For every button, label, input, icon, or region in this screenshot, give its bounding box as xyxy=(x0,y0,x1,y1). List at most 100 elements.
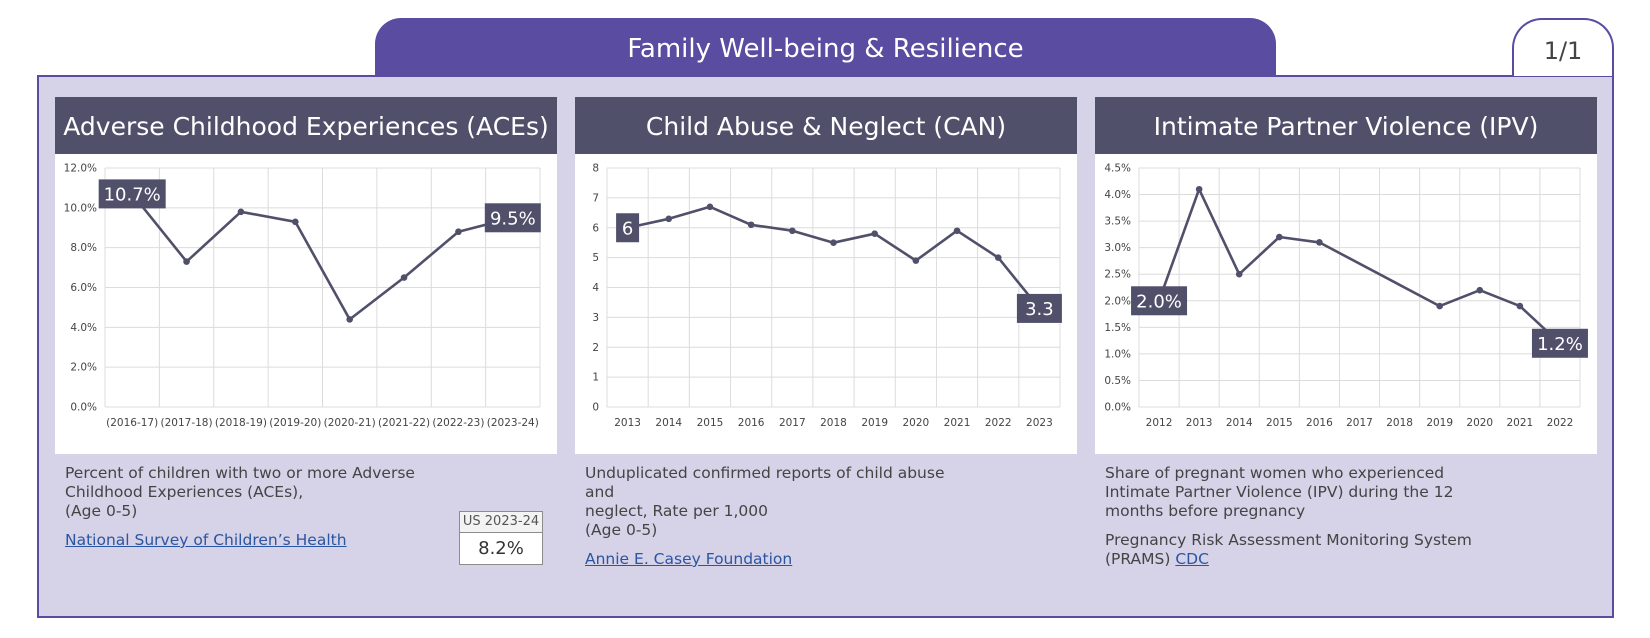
data-point[interactable] xyxy=(706,203,714,211)
us-comparison-value: 8.2% xyxy=(478,538,524,559)
dashboard-panel: Adverse Childhood Experiences (ACEs) 0.0… xyxy=(37,75,1614,618)
data-point[interactable] xyxy=(912,257,920,264)
x-tick-label: (2016-17) xyxy=(106,417,158,429)
y-tick-label: 1 xyxy=(592,372,599,384)
y-tick-label: 0.5% xyxy=(1104,375,1131,387)
data-label: 10.7% xyxy=(104,184,161,205)
data-point[interactable] xyxy=(1235,270,1243,278)
data-point[interactable] xyxy=(789,227,796,235)
x-tick-label: 2018 xyxy=(1386,417,1413,429)
data-label: 2.0% xyxy=(1136,291,1182,312)
y-tick-label: 0 xyxy=(592,402,599,414)
y-tick-label: 8 xyxy=(592,163,599,175)
data-point[interactable] xyxy=(994,254,1002,261)
data-point[interactable] xyxy=(1476,286,1484,294)
data-point[interactable] xyxy=(346,316,353,323)
ipv-source: Pregnancy Risk Assessment Monitoring Sys… xyxy=(1105,531,1485,569)
ipv-description-line: months before pregnancy xyxy=(1105,502,1306,520)
x-tick-label: 2014 xyxy=(655,417,682,429)
y-tick-label: 2.0% xyxy=(1104,295,1131,307)
can-panel: Child Abuse & Neglect (CAN) 0 1 2 3 4 5 6 7 8 201… xyxy=(575,97,1077,569)
x-tick-label: 2023 xyxy=(1026,417,1053,429)
y-tick-label: 3 xyxy=(592,312,599,324)
y-tick-label: 8.0% xyxy=(70,242,97,254)
y-tick-label: 6 xyxy=(592,222,599,234)
x-tick-label: 2012 xyxy=(1146,417,1173,429)
data-point[interactable] xyxy=(830,239,837,246)
can-description-line: (Age 0-5) xyxy=(585,521,658,539)
x-tick-label: 2017 xyxy=(1346,417,1373,429)
x-tick-label: 2016 xyxy=(1306,417,1333,429)
y-tick-label: 5 xyxy=(592,252,599,264)
data-point[interactable] xyxy=(1195,185,1203,193)
y-tick-label: 2 xyxy=(592,342,599,354)
data-point[interactable] xyxy=(183,258,190,265)
aces-source-link[interactable]: National Survey of Children’s Health xyxy=(65,531,347,549)
aces-description-line: Percent of children with two or more Adv… xyxy=(65,464,415,482)
aces-panel-title: Adverse Childhood Experiences (ACEs) xyxy=(55,97,557,154)
y-tick-label: 7 xyxy=(592,192,599,204)
x-tick-label: 2019 xyxy=(861,417,888,429)
x-tick-label: 2017 xyxy=(779,417,806,429)
y-tick-label: 4.5% xyxy=(1104,163,1131,175)
x-tick-label: (2020-21) xyxy=(324,417,376,429)
x-tick-label: 2022 xyxy=(985,417,1012,429)
y-tick-label: 12.0% xyxy=(64,163,97,175)
data-point[interactable] xyxy=(237,208,245,216)
ipv-description-line: Share of pregnant women who experienced xyxy=(1105,464,1445,482)
data-point[interactable] xyxy=(1276,233,1283,241)
can-panel-title: Child Abuse & Neglect (CAN) xyxy=(575,97,1077,154)
ipv-description: Share of pregnant women who experienced … xyxy=(1105,464,1485,569)
x-tick-label: 2013 xyxy=(614,417,641,429)
us-comparison-box: US 2023-24 8.2% xyxy=(459,511,543,565)
data-label: 6 xyxy=(622,218,633,239)
can-source-link[interactable]: Annie E. Casey Foundation xyxy=(585,550,793,568)
ipv-description-line: Intimate Partner Violence (IPV) during t… xyxy=(1105,483,1454,501)
data-label-box xyxy=(1531,328,1588,358)
dashboard-title: Family Well-being & Resilience xyxy=(375,18,1276,76)
ipv-panel: Intimate Partner Violence (IPV) 0.0% 0.5%… xyxy=(1095,97,1597,569)
ipv-source-text: Pregnancy Risk Assessment Monitoring Sys… xyxy=(1105,531,1472,568)
data-point[interactable] xyxy=(292,218,299,226)
x-tick-label: (2023-24) xyxy=(487,417,539,429)
data-point[interactable] xyxy=(1436,302,1443,310)
page-indicator[interactable]: 1/1 xyxy=(1512,18,1614,76)
data-label: 1.2% xyxy=(1537,334,1583,355)
data-point[interactable] xyxy=(1316,239,1323,246)
x-tick-label: 2013 xyxy=(1186,417,1213,429)
ipv-chart-area: 0.0% 0.5% 1.0% 1.5% 2.0% 2.5% 3.0% 3.5% 4.0% 4.5%… xyxy=(1095,154,1597,454)
x-tick-label: (2021-22) xyxy=(378,417,430,429)
y-tick-label: 3.5% xyxy=(1104,216,1131,228)
data-label-box xyxy=(616,213,640,243)
y-tick-label: 1.5% xyxy=(1104,322,1131,334)
aces-panel: Adverse Childhood Experiences (ACEs) 0.0… xyxy=(55,97,557,565)
data-label-box xyxy=(1131,286,1188,316)
y-tick-label: 4.0% xyxy=(70,322,97,334)
x-tick-label: 2022 xyxy=(1547,417,1574,429)
x-tick-label: 2019 xyxy=(1426,417,1453,429)
x-tick-label: 2016 xyxy=(738,417,765,429)
y-tick-label: 0.0% xyxy=(1104,402,1131,414)
data-point[interactable] xyxy=(871,230,878,238)
can-chart: 0 1 2 3 4 5 6 7 8 2013 2014 2015 2016 2017 2018 2019 202… xyxy=(592,163,1062,429)
x-tick-label: (2017-18) xyxy=(161,417,213,429)
aces-description-line: Childhood Experiences (ACEs), xyxy=(65,483,304,501)
x-tick-label: (2019-20) xyxy=(269,417,321,429)
x-tick-label: 2015 xyxy=(1266,417,1293,429)
x-tick-label: 2021 xyxy=(944,417,971,429)
y-tick-label: 6.0% xyxy=(70,282,97,294)
data-point[interactable] xyxy=(953,227,961,235)
x-tick-label: 2020 xyxy=(902,417,929,429)
data-point[interactable] xyxy=(1516,302,1524,310)
data-point[interactable] xyxy=(665,215,673,223)
data-point[interactable] xyxy=(400,274,408,281)
ipv-source-link[interactable]: CDC xyxy=(1175,550,1209,568)
y-tick-label: 10.0% xyxy=(64,202,97,214)
series-line xyxy=(131,193,514,321)
us-comparison-label: US 2023-24 xyxy=(460,512,542,533)
data-point[interactable] xyxy=(747,221,755,229)
can-chart-area: 0 1 2 3 4 5 6 7 8 2013 2014 2015 2016 2017 2018 2019 202… xyxy=(575,154,1077,454)
aces-chart: 0.0%2.0%4.0%6.0%8.0%10.0%12.0%(2016-17)(… xyxy=(64,163,541,429)
y-tick-label: 2.5% xyxy=(1104,269,1131,281)
data-point[interactable] xyxy=(455,228,462,236)
